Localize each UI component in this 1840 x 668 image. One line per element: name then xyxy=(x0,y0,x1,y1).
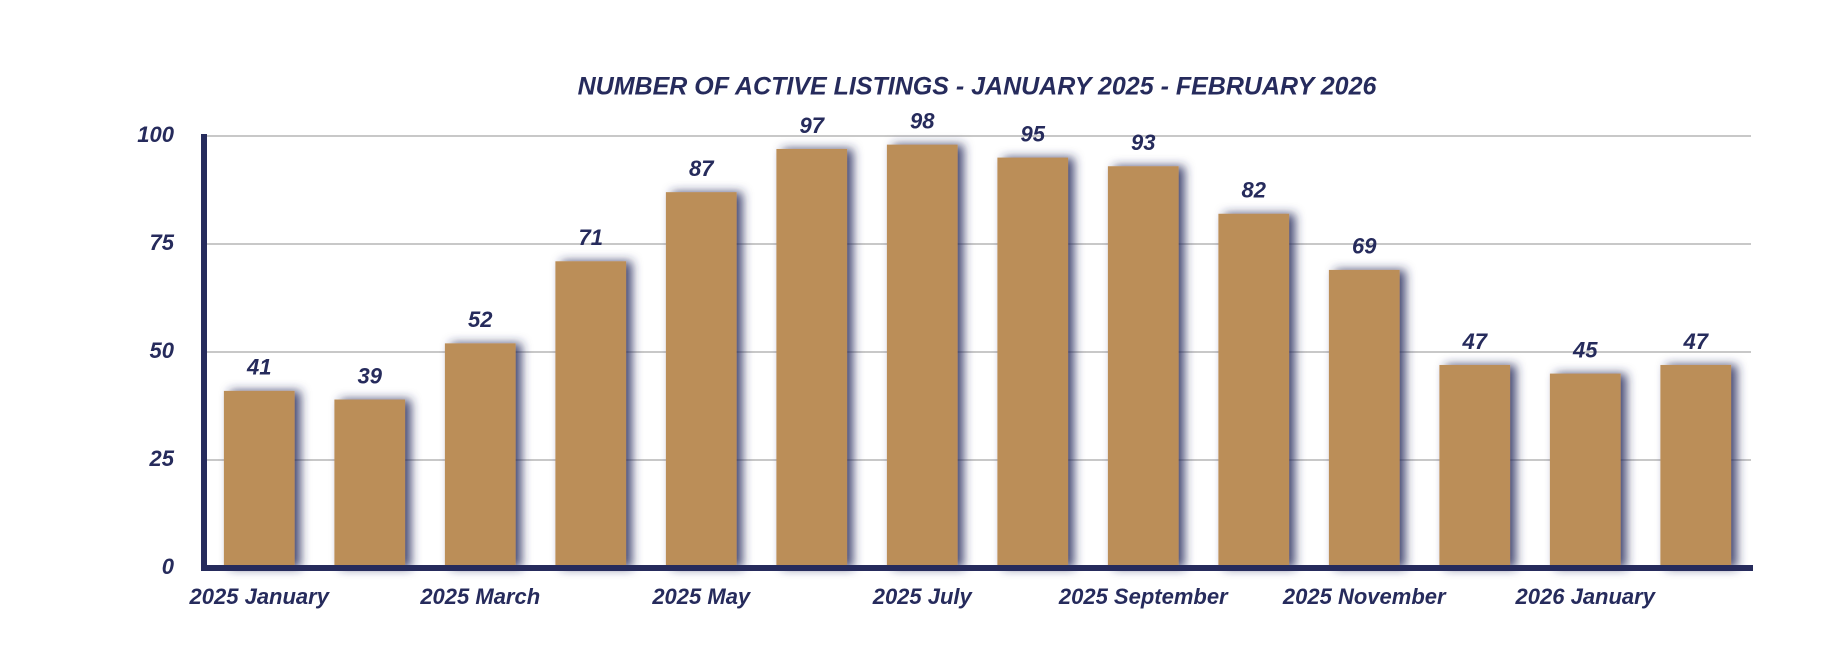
value-label: 97 xyxy=(800,113,826,138)
value-label: 98 xyxy=(910,108,935,133)
chart-title: NUMBER OF ACTIVE LISTINGS - JANUARY 2025… xyxy=(578,73,1378,101)
x-tick-label: 2026 January xyxy=(1515,584,1657,609)
y-tick-label: 0 xyxy=(162,554,175,579)
bar xyxy=(776,148,848,568)
value-label: 41 xyxy=(246,355,271,380)
bar xyxy=(886,144,958,568)
bar xyxy=(1549,373,1621,568)
bar xyxy=(665,192,737,568)
x-tick-label: 2025 May xyxy=(651,584,752,609)
bar xyxy=(1107,166,1179,569)
x-tick-label: 2025 July xyxy=(872,584,974,609)
bar xyxy=(1218,213,1290,568)
bar xyxy=(444,343,516,568)
x-tick-label: 2025 November xyxy=(1282,584,1447,609)
value-label: 93 xyxy=(1131,130,1155,155)
value-label: 69 xyxy=(1352,234,1377,259)
value-label: 45 xyxy=(1572,337,1598,362)
x-tick-label: 2025 January xyxy=(189,584,331,609)
bar xyxy=(997,157,1069,568)
value-label: 52 xyxy=(468,307,493,332)
value-label: 87 xyxy=(689,156,715,181)
x-tick-label: 2025 March xyxy=(419,584,540,609)
bar xyxy=(1328,269,1400,568)
y-tick-label: 25 xyxy=(149,446,175,471)
bar xyxy=(1660,364,1732,568)
x-tick-label: 2025 September xyxy=(1058,584,1229,609)
value-label: 47 xyxy=(1683,329,1710,354)
value-label: 82 xyxy=(1242,178,1267,203)
bar xyxy=(1439,364,1511,568)
y-tick-label: 50 xyxy=(150,338,175,363)
y-tick-label: 75 xyxy=(150,230,175,255)
value-label: 95 xyxy=(1021,121,1046,146)
y-tick-label: 100 xyxy=(137,122,174,147)
bar xyxy=(334,399,406,568)
bar xyxy=(223,390,295,568)
bar xyxy=(555,261,627,568)
value-label: 71 xyxy=(579,225,603,250)
value-label: 47 xyxy=(1462,329,1489,354)
value-label: 39 xyxy=(358,363,383,388)
